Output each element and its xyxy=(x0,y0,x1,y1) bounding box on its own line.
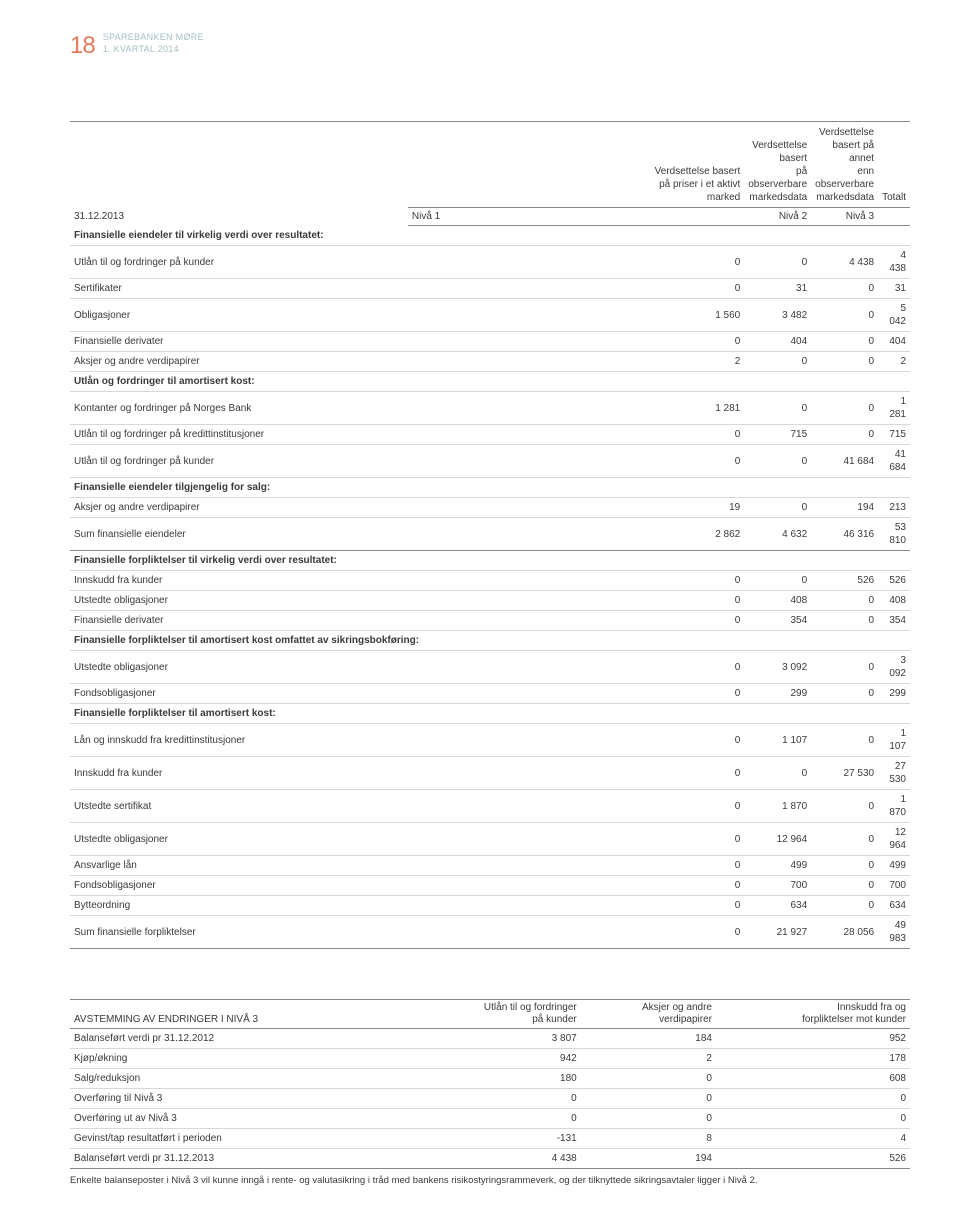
table-row: Sum finansielle forpliktelser021 92728 0… xyxy=(70,916,910,949)
level2-header: Nivå 2 xyxy=(744,208,811,226)
table-row: Utlån til og fordringer på kunder0041 68… xyxy=(70,445,910,478)
table-row: Utlån til og fordringer på kredittinstit… xyxy=(70,425,910,445)
col2-header: Verdsettelse basert på observerbare mark… xyxy=(744,122,811,208)
table-row: Finansielle derivater03540354 xyxy=(70,611,910,631)
table-row: Sertifikater031031 xyxy=(70,279,910,299)
table-row: Aksjer og andre verdipapirer190194213 xyxy=(70,498,910,518)
table-row: Kjøp/økning9422178 xyxy=(70,1049,910,1069)
table-row: Sum finansielle eiendeler2 8624 63246 31… xyxy=(70,518,910,551)
table-row: Finansielle forpliktelser til virkelig v… xyxy=(70,551,910,571)
table-row: Innskudd fra kunder0027 53027 530 xyxy=(70,757,910,790)
table-row: Finansielle derivater04040404 xyxy=(70,332,910,352)
table-row: Obligasjoner1 5603 48205 042 xyxy=(70,299,910,332)
table2-col1: Utlån til og fordringer på kunder xyxy=(406,1000,581,1029)
table-row: Salg/reduksjon1800608 xyxy=(70,1069,910,1089)
table-row: Overføring ut av Nivå 3000 xyxy=(70,1109,910,1129)
table-row: Aksjer og andre verdipapirer2002 xyxy=(70,352,910,372)
table-row: Kontanter og fordringer på Norges Bank1 … xyxy=(70,392,910,425)
date-header: 31.12.2013 xyxy=(70,122,408,226)
col3-header: Verdsettelse basert på annet enn observe… xyxy=(811,122,878,208)
fair-value-table: 31.12.2013 Verdsettelse basert på priser… xyxy=(70,121,910,949)
table-row: Utstedte obligasjoner03 09203 092 xyxy=(70,651,910,684)
footnote: Enkelte balanseposter i Nivå 3 vil kunne… xyxy=(70,1175,910,1187)
table-row: Utstedte sertifikat01 87001 870 xyxy=(70,790,910,823)
table-row: Utstedte obligasjoner012 964012 964 xyxy=(70,823,910,856)
level3-header: Nivå 3 xyxy=(811,208,878,226)
col4-header: Totalt xyxy=(878,122,910,208)
page-number: 18 xyxy=(70,30,95,61)
page-header: 18 SPAREBANKEN MØRE 1. KVARTAL 2014 xyxy=(70,30,910,61)
table2-col2: Aksjer og andre verdipapirer xyxy=(581,1000,716,1029)
table-row: Utlån til og fordringer på kunder004 438… xyxy=(70,246,910,279)
level3-reconciliation-table: AVSTEMMING AV ENDRINGER I NIVÅ 3 Utlån t… xyxy=(70,999,910,1169)
table-row: Bytteordning06340634 xyxy=(70,896,910,916)
level1-header: Nivå 1 xyxy=(408,208,744,226)
table-row: Utlån og fordringer til amortisert kost: xyxy=(70,372,910,392)
table-row: Innskudd fra kunder00526526 xyxy=(70,571,910,591)
table-row: Gevinst/tap resultatført i perioden-1318… xyxy=(70,1129,910,1149)
table2-col3: Innskudd fra og forpliktelser mot kunder xyxy=(716,1000,910,1029)
table-row: Finansielle eiendeler til virkelig verdi… xyxy=(70,226,910,246)
table2-title: AVSTEMMING AV ENDRINGER I NIVÅ 3 xyxy=(70,1000,406,1029)
company-block: SPAREBANKEN MØRE 1. KVARTAL 2014 xyxy=(103,30,204,55)
table-row: Ansvarlige lån04990499 xyxy=(70,856,910,876)
table-row: Balanseført verdi pr 31.12.20134 4381945… xyxy=(70,1149,910,1169)
table-row: Fondsobligasjoner02990299 xyxy=(70,684,910,704)
table-row: Finansielle eiendeler tilgjengelig for s… xyxy=(70,478,910,498)
period: 1. KVARTAL 2014 xyxy=(103,44,204,56)
table-row: Utstedte obligasjoner04080408 xyxy=(70,591,910,611)
table-row: Finansielle forpliktelser til amortisert… xyxy=(70,704,910,724)
company-name: SPAREBANKEN MØRE xyxy=(103,32,204,44)
table-row: Lån og innskudd fra kredittinstitusjoner… xyxy=(70,724,910,757)
table-row: Balanseført verdi pr 31.12.20123 8071849… xyxy=(70,1029,910,1049)
table-row: Finansielle forpliktelser til amortisert… xyxy=(70,631,910,651)
table-row: Fondsobligasjoner07000700 xyxy=(70,876,910,896)
table-row: Overføring til Nivå 3000 xyxy=(70,1089,910,1109)
col1-header: Verdsettelse basert på priser i et aktiv… xyxy=(408,122,744,208)
